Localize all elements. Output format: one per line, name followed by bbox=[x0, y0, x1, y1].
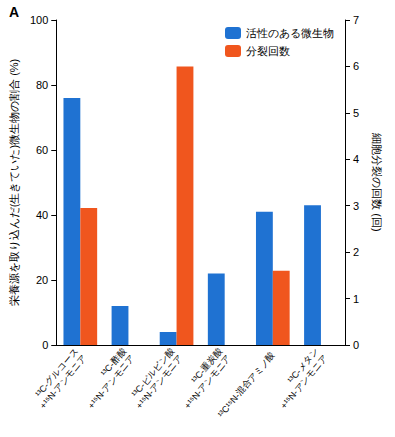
svg-text:+¹⁵N-アンモニア: +¹⁵N-アンモニア bbox=[38, 353, 88, 410]
svg-text:¹³C-酢酸: ¹³C-酢酸 bbox=[98, 346, 129, 379]
svg-text:¹³C¹⁵N-混合アミノ酸: ¹³C¹⁵N-混合アミノ酸 bbox=[216, 350, 277, 420]
svg-text:細胞分裂の回数 (回): 細胞分裂の回数 (回) bbox=[371, 132, 383, 231]
svg-text:40: 40 bbox=[36, 209, 48, 221]
svg-text:栄養源を取り込んだ(生きていた)微生物の割合 (%): 栄養源を取り込んだ(生きていた)微生物の割合 (%) bbox=[8, 59, 20, 307]
svg-text:6: 6 bbox=[353, 60, 359, 72]
svg-text:60: 60 bbox=[36, 144, 48, 156]
svg-text:+¹⁵N-アンモニア: +¹⁵N-アンモニア bbox=[279, 353, 329, 410]
svg-text:+¹⁵N-アンモニア: +¹⁵N-アンモニア bbox=[86, 353, 136, 410]
svg-text:+¹⁵N-アンモニア: +¹⁵N-アンモニア bbox=[182, 353, 233, 411]
svg-text:4: 4 bbox=[353, 153, 359, 165]
svg-text:3: 3 bbox=[353, 200, 359, 212]
svg-text:2: 2 bbox=[353, 246, 359, 258]
svg-text:分裂回数: 分裂回数 bbox=[246, 45, 290, 57]
svg-text:20: 20 bbox=[36, 274, 48, 286]
svg-text:5: 5 bbox=[353, 107, 359, 119]
svg-text:¹³C-グルコース: ¹³C-グルコース bbox=[33, 346, 80, 399]
svg-text:+¹⁵N-アンモニア: +¹⁵N-アンモニア bbox=[134, 353, 184, 410]
svg-text:¹³C-重炭酸: ¹³C-重炭酸 bbox=[189, 346, 225, 386]
svg-text:100: 100 bbox=[30, 14, 48, 26]
svg-text:0: 0 bbox=[42, 339, 48, 351]
svg-text:1: 1 bbox=[353, 293, 359, 305]
svg-text:A: A bbox=[9, 4, 19, 20]
svg-text:¹³C-ピルビン酸: ¹³C-ピルビン酸 bbox=[129, 346, 177, 399]
svg-text:¹³C-メタン: ¹³C-メタン bbox=[285, 346, 321, 386]
svg-text:7: 7 bbox=[353, 14, 359, 26]
svg-text:80: 80 bbox=[36, 79, 48, 91]
svg-text:活性のある微生物: 活性のある微生物 bbox=[246, 27, 334, 39]
svg-text:0: 0 bbox=[353, 339, 359, 351]
